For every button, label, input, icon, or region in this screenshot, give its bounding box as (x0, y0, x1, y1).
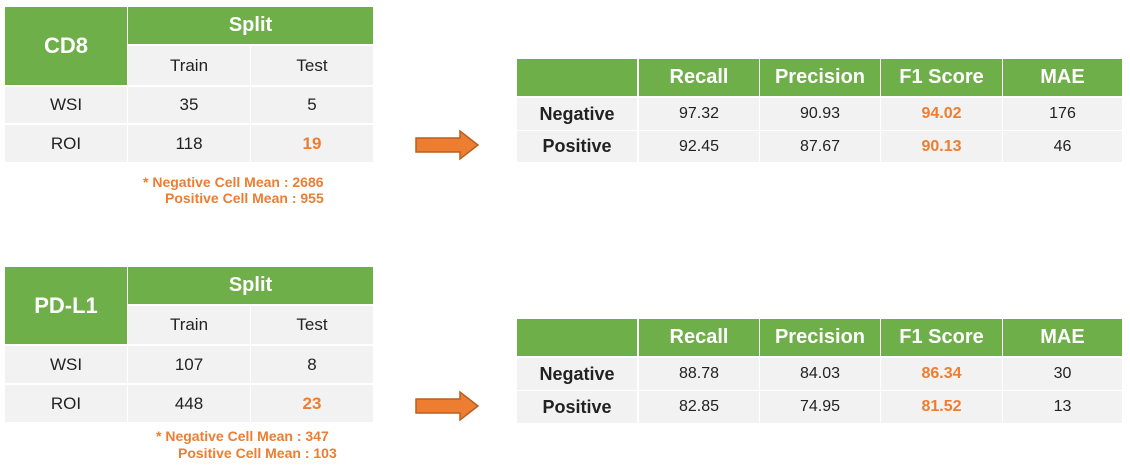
cd8-header-mae: MAE (1003, 59, 1122, 96)
arrow-right-icon (415, 129, 480, 161)
cd8-positive-mae: 46 (1003, 131, 1122, 162)
cd8-split-header: Split (128, 7, 373, 44)
pdl1-note-positive: Positive Cell Mean : 103 (178, 445, 337, 461)
cd8-row-roi-test: 19 (251, 125, 373, 162)
pdl1-header-f1: F1 Score (881, 319, 1002, 356)
pdl1-train-header: Train (128, 306, 250, 344)
cd8-row-wsi-test: 5 (251, 87, 373, 123)
cd8-results-corner (517, 59, 637, 96)
pdl1-positive-recall: 82.85 (639, 391, 759, 423)
pdl1-row-wsi-train: 107 (128, 346, 250, 383)
cd8-negative-f1: 94.02 (881, 98, 1002, 130)
cd8-negative-label: Negative (517, 98, 637, 130)
cd8-row-roi-label: ROI (5, 125, 127, 162)
cd8-header-precision: Precision (760, 59, 880, 96)
cd8-positive-label: Positive (517, 131, 637, 162)
pdl1-negative-precision: 84.03 (760, 358, 880, 390)
pdl1-positive-f1: 81.52 (881, 391, 1002, 423)
cd8-positive-f1: 90.13 (881, 131, 1002, 162)
cd8-note-positive: Positive Cell Mean : 955 (165, 190, 324, 206)
cd8-negative-precision: 90.93 (760, 98, 880, 130)
cd8-header-f1: F1 Score (881, 59, 1002, 96)
pdl1-header-recall: Recall (639, 319, 759, 356)
pdl1-label: PD-L1 (5, 267, 127, 344)
pdl1-positive-mae: 13 (1003, 391, 1122, 423)
pdl1-row-roi-train: 448 (128, 385, 250, 422)
pdl1-test-header: Test (251, 306, 373, 344)
pdl1-row-roi-test: 23 (251, 385, 373, 422)
cd8-negative-mae: 176 (1003, 98, 1122, 130)
cd8-row-wsi-train: 35 (128, 87, 250, 123)
pdl1-positive-label: Positive (517, 391, 637, 423)
cd8-negative-recall: 97.32 (639, 98, 759, 130)
pdl1-negative-f1: 86.34 (881, 358, 1002, 390)
cd8-train-header: Train (128, 46, 250, 85)
pdl1-row-wsi-test: 8 (251, 346, 373, 383)
cd8-test-header: Test (251, 46, 373, 85)
pdl1-negative-mae: 30 (1003, 358, 1122, 390)
pdl1-row-wsi-label: WSI (5, 346, 127, 383)
cd8-positive-precision: 87.67 (760, 131, 880, 162)
cd8-header-recall: Recall (639, 59, 759, 96)
pdl1-row-roi-label: ROI (5, 385, 127, 422)
pdl1-header-precision: Precision (760, 319, 880, 356)
cd8-note-negative: * Negative Cell Mean : 2686 (143, 174, 324, 190)
cd8-label: CD8 (5, 7, 127, 85)
pdl1-split-header: Split (128, 267, 373, 304)
pdl1-results-corner (517, 319, 637, 356)
pdl1-note-negative: * Negative Cell Mean : 347 (156, 428, 329, 444)
cd8-split-table: CD8 Split Train Test WSI 35 5 ROI 118 19 (0, 0, 380, 170)
pdl1-positive-precision: 74.95 (760, 391, 880, 423)
pdl1-negative-recall: 88.78 (639, 358, 759, 390)
pdl1-negative-label: Negative (517, 358, 637, 390)
arrow-right-icon (415, 390, 480, 422)
cd8-row-roi-train: 118 (128, 125, 250, 162)
pdl1-header-mae: MAE (1003, 319, 1122, 356)
cd8-positive-recall: 92.45 (639, 131, 759, 162)
cd8-row-wsi-label: WSI (5, 87, 127, 123)
